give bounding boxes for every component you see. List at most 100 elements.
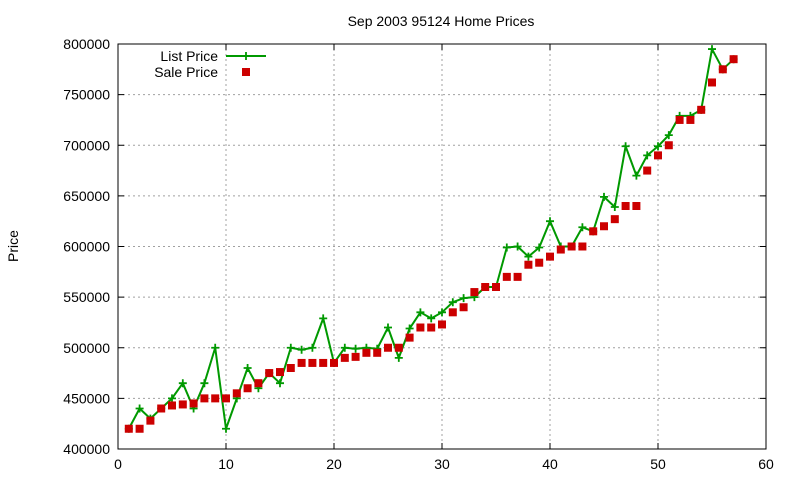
list-price-point [394,353,403,362]
list-price-point [546,217,554,226]
legend-label: List Price [160,48,218,64]
sale-price-point [222,394,230,403]
list-price-point [621,142,630,151]
sale-price-point [697,105,706,114]
list-price-point [643,151,652,160]
sale-price-point [621,202,630,210]
axis-ticks: 0 10 20 30 40 50 60 400000 450000 500000 550000 600… [63,36,774,472]
sale-price-point [135,424,144,433]
list-price-point [610,203,619,212]
sale-price-point [502,272,511,281]
sale-price-point [351,352,360,361]
sale-price-point [232,389,241,398]
sale-price-point [643,166,652,175]
sale-price-point [610,215,619,224]
y-tick-label: 800000 [63,36,110,52]
sale-price-point [416,323,425,332]
list-price-point [286,343,295,352]
list-price-point [243,364,252,372]
sale-price-point [362,348,371,357]
sale-price-point [567,242,576,251]
plot-frame [117,43,767,450]
list-price-point [664,131,673,140]
y-tick-label: 450000 [63,390,110,406]
y-tick-label: 500000 [63,340,110,356]
list-price-point [502,243,511,252]
list-price-point [297,345,306,354]
sale-price-point [481,283,490,291]
list-price-point [308,343,317,352]
sale-price-point [556,245,565,254]
list-price-point [578,223,587,232]
sale-price-point [405,333,414,342]
sale-price-point [373,348,382,357]
list-price-point [416,308,425,317]
list-price-point [708,45,716,54]
sale-price-point [308,358,317,367]
sale-price-point [427,323,436,332]
x-tick-label: 40 [542,456,558,472]
list-price-point [654,142,662,151]
sale-price-point [470,288,479,297]
list-price-point [535,243,544,252]
sale-price-point [211,394,220,403]
sale-price-point [243,384,252,393]
x-tick-label: 60 [758,456,774,472]
list-price-point [524,252,533,261]
sale-price-point [675,115,684,124]
list-price-point [340,343,349,352]
sale-price-point [448,308,457,317]
sale-price-point [438,320,446,329]
x-tick-label: 10 [218,456,234,472]
legend-label: Sale Price [154,64,218,80]
sale-price-point [600,222,608,231]
sale-price-point [178,400,187,409]
list-price-point [168,394,176,403]
y-tick-label: 650000 [63,188,110,204]
sale-price-point [546,252,554,261]
x-tick-label: 0 [114,456,122,472]
sale-price-point [168,401,176,410]
sale-price-point [276,368,284,377]
sale-price-point [708,78,716,87]
sale-price-point [286,364,295,372]
plot-series [124,45,738,433]
sale-price-point [686,115,695,124]
sale-price-point [384,343,392,352]
list-price-point [222,424,230,433]
list-price-point [438,308,446,317]
sale-price-point [718,65,727,74]
list-price-point [448,298,457,307]
sale-price-point [265,369,274,378]
y-tick-label: 750000 [63,87,110,103]
y-tick-label: 550000 [63,289,110,305]
sale-price-point [654,151,662,160]
list-price-point [513,242,522,251]
list-price-point [405,324,414,333]
sale-price-point [589,227,598,236]
list-price-point [600,192,608,201]
sale-price-point [513,272,522,281]
x-tick-label: 30 [434,456,450,472]
y-tick-label: 700000 [63,137,110,153]
list-price-point [319,314,328,323]
sale-price-point [664,141,673,150]
y-tick-label: 600000 [63,239,110,255]
sale-price-point [492,283,500,291]
list-price-point [459,294,468,303]
chart-title: Sep 2003 95124 Home Prices [348,13,535,29]
sale-price-point [578,242,587,251]
y-tick-label: 400000 [63,441,110,457]
sale-price-point [189,399,198,408]
sale-price-point [459,303,468,312]
sale-price-point [297,358,306,367]
list-price-point [351,344,360,353]
sale-price-point [157,404,166,413]
sale-price-point [124,424,133,433]
list-price-point [200,379,209,388]
list-price-point [178,379,187,388]
legend-swatch-marker [242,52,250,60]
sale-price-point [146,416,155,425]
